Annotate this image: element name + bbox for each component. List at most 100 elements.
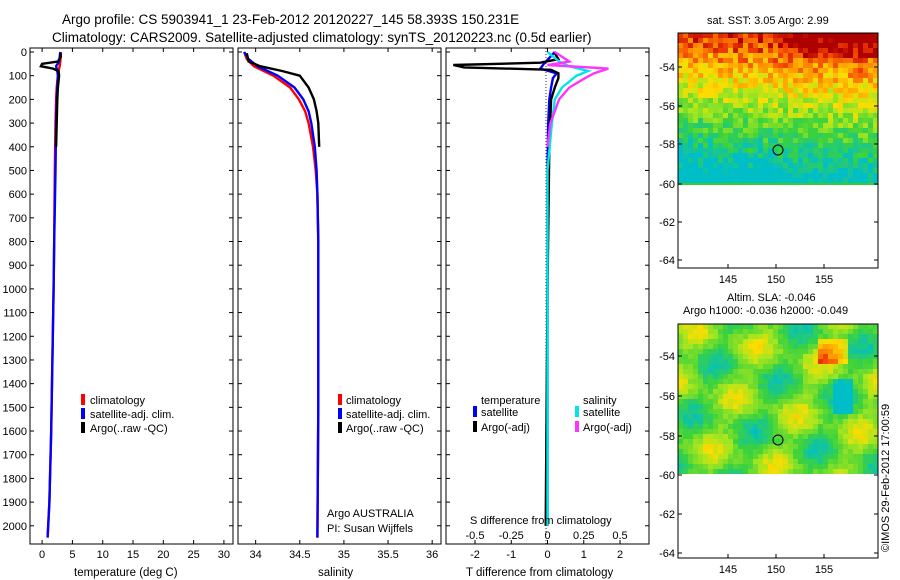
sla-cell (873, 384, 878, 389)
sst-cell (693, 58, 698, 63)
sla-cell (763, 394, 768, 399)
sst-map-frame (677, 32, 879, 269)
sla-cell (783, 404, 788, 409)
sla-cell (823, 429, 828, 434)
sla-cell (843, 424, 848, 429)
sla-cell (803, 379, 808, 384)
sla-cell (833, 454, 838, 459)
sst-cell (753, 118, 758, 123)
sla-cell (828, 434, 833, 439)
sst-cell (713, 148, 718, 153)
sst-cell (748, 128, 753, 133)
sla-cell (773, 469, 778, 474)
sst-cell (708, 168, 713, 173)
sst-cell (728, 133, 733, 138)
sla-cell (718, 444, 723, 449)
sla-cell (698, 349, 703, 354)
sst-cell (858, 153, 863, 158)
sla-cell (748, 419, 753, 424)
sst-cell (733, 73, 738, 78)
sla-cell (758, 439, 763, 444)
sla-cell (713, 419, 718, 424)
sla-cell (838, 449, 843, 454)
sst-cell (853, 173, 858, 178)
sla-cell (758, 329, 763, 334)
sst-cell (808, 98, 813, 103)
sst-cell (853, 133, 858, 138)
sla-cell (763, 324, 768, 329)
sst-cell (843, 133, 848, 138)
sla-cell (743, 459, 748, 464)
sst-cell (863, 123, 868, 128)
sla-cell (728, 399, 733, 404)
sla-cell (733, 374, 738, 379)
sla-cell (693, 409, 698, 414)
sla-cell (848, 369, 853, 374)
sla-cell (708, 394, 713, 399)
sst-cell (708, 53, 713, 58)
sla-cell (758, 349, 763, 354)
sst-cell (688, 128, 693, 133)
sst-cell (808, 123, 813, 128)
sst-cell (828, 138, 833, 143)
sla-cell (768, 469, 773, 474)
sla-cell (738, 384, 743, 389)
sst-cell (773, 68, 778, 73)
sst-cell (733, 173, 738, 178)
sla-cell (738, 419, 743, 424)
sst-cell (798, 98, 803, 103)
sst-cell (843, 128, 848, 133)
sst-cell (728, 178, 733, 183)
sst-cell (773, 93, 778, 98)
sla-cell (703, 349, 708, 354)
sla-cell (848, 424, 853, 429)
sst-cell (703, 158, 708, 163)
sst-cell (713, 113, 718, 118)
sla-cell (768, 324, 773, 329)
sst-cell (733, 133, 738, 138)
sla-cell (808, 409, 813, 414)
sla-cell (688, 454, 693, 459)
sla-cell (683, 409, 688, 414)
sla-cell (858, 374, 863, 379)
map-lon-label: 155 (815, 564, 833, 576)
sla-cell (833, 329, 838, 334)
sst-cell (788, 153, 793, 158)
sst-cell (743, 158, 748, 163)
sst-cell (703, 43, 708, 48)
sst-cell (708, 138, 713, 143)
sst-cell (728, 103, 733, 108)
sla-cell (743, 374, 748, 379)
sla-cell (743, 464, 748, 469)
sla-cell (838, 384, 843, 389)
sst-cell (713, 133, 718, 138)
sla-cell (813, 469, 818, 474)
sla-cell (858, 434, 863, 439)
sst-cell (678, 128, 683, 133)
sla-cell (843, 394, 848, 399)
sst-cell (818, 43, 823, 48)
sla-cell (678, 369, 683, 374)
sst-cell (808, 163, 813, 168)
sst-cell (873, 33, 878, 38)
sst-cell (698, 118, 703, 123)
sla-cell (778, 434, 783, 439)
sst-cell (703, 83, 708, 88)
sst-cell (798, 58, 803, 63)
sst-cell (708, 48, 713, 53)
sst-cell (728, 93, 733, 98)
sst-cell (703, 143, 708, 148)
sst-cell (768, 153, 773, 158)
s-tick-label: 0.5 (612, 530, 627, 542)
sla-cell (698, 429, 703, 434)
sla-cell (753, 349, 758, 354)
sla-cell (843, 434, 848, 439)
sst-cell (683, 128, 688, 133)
sst-cell (743, 103, 748, 108)
sst-cell (768, 138, 773, 143)
sst-cell (853, 33, 858, 38)
sla-cell (873, 444, 878, 449)
sst-cell (808, 168, 813, 173)
sst-cell (853, 63, 858, 68)
sla-cell (783, 424, 788, 429)
